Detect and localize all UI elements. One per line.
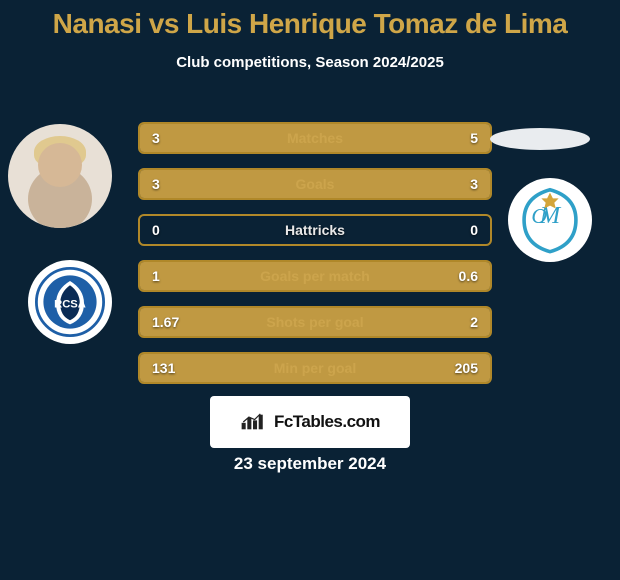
club-crest-right: M O	[508, 178, 592, 262]
stat-value-right: 5	[470, 130, 478, 146]
stat-value-left: 3	[152, 176, 160, 192]
date-label: 23 september 2024	[0, 454, 620, 474]
stat-bar-left	[140, 262, 359, 290]
stat-row: 0 0Hattricks	[138, 214, 492, 246]
player-photo-left	[8, 124, 112, 228]
stat-row: 131205Min per goal	[138, 352, 492, 384]
club-crest-left: RCSA	[28, 260, 112, 344]
stat-row: 35Matches	[138, 122, 492, 154]
fctables-badge[interactable]: FcTables.com	[210, 396, 410, 448]
svg-text:RCSA: RCSA	[54, 299, 86, 311]
player-photo-right-placeholder	[490, 128, 590, 150]
stat-bar-right	[315, 170, 490, 198]
stat-row: 10.6Goals per match	[138, 260, 492, 292]
stat-value-left: 1.67	[152, 314, 179, 330]
chart-icon	[240, 413, 266, 431]
stat-value-right: 0	[470, 222, 478, 238]
stat-value-left: 131	[152, 360, 175, 376]
page-title: Nanasi vs Luis Henrique Tomaz de Lima	[0, 0, 620, 40]
fctables-badge-text: FcTables.com	[274, 412, 380, 432]
stat-value-right: 205	[455, 360, 478, 376]
stat-row: 1.672Shots per goal	[138, 306, 492, 338]
stat-value-right: 2	[470, 314, 478, 330]
stat-value-left: 1	[152, 268, 160, 284]
stat-value-right: 0.6	[459, 268, 478, 284]
stat-bar-left	[140, 170, 315, 198]
stat-value-right: 3	[470, 176, 478, 192]
subtitle: Club competitions, Season 2024/2025	[0, 54, 620, 71]
stat-bar-right	[271, 124, 490, 152]
stat-row: 33Goals	[138, 168, 492, 200]
stats-table: 35Matches33Goals00Hattricks10.6Goals per…	[138, 122, 492, 398]
stat-bar-right	[299, 308, 490, 336]
stat-label: Hattricks	[140, 222, 490, 238]
stat-value-left: 0	[152, 222, 160, 238]
stat-value-left: 3	[152, 130, 160, 146]
